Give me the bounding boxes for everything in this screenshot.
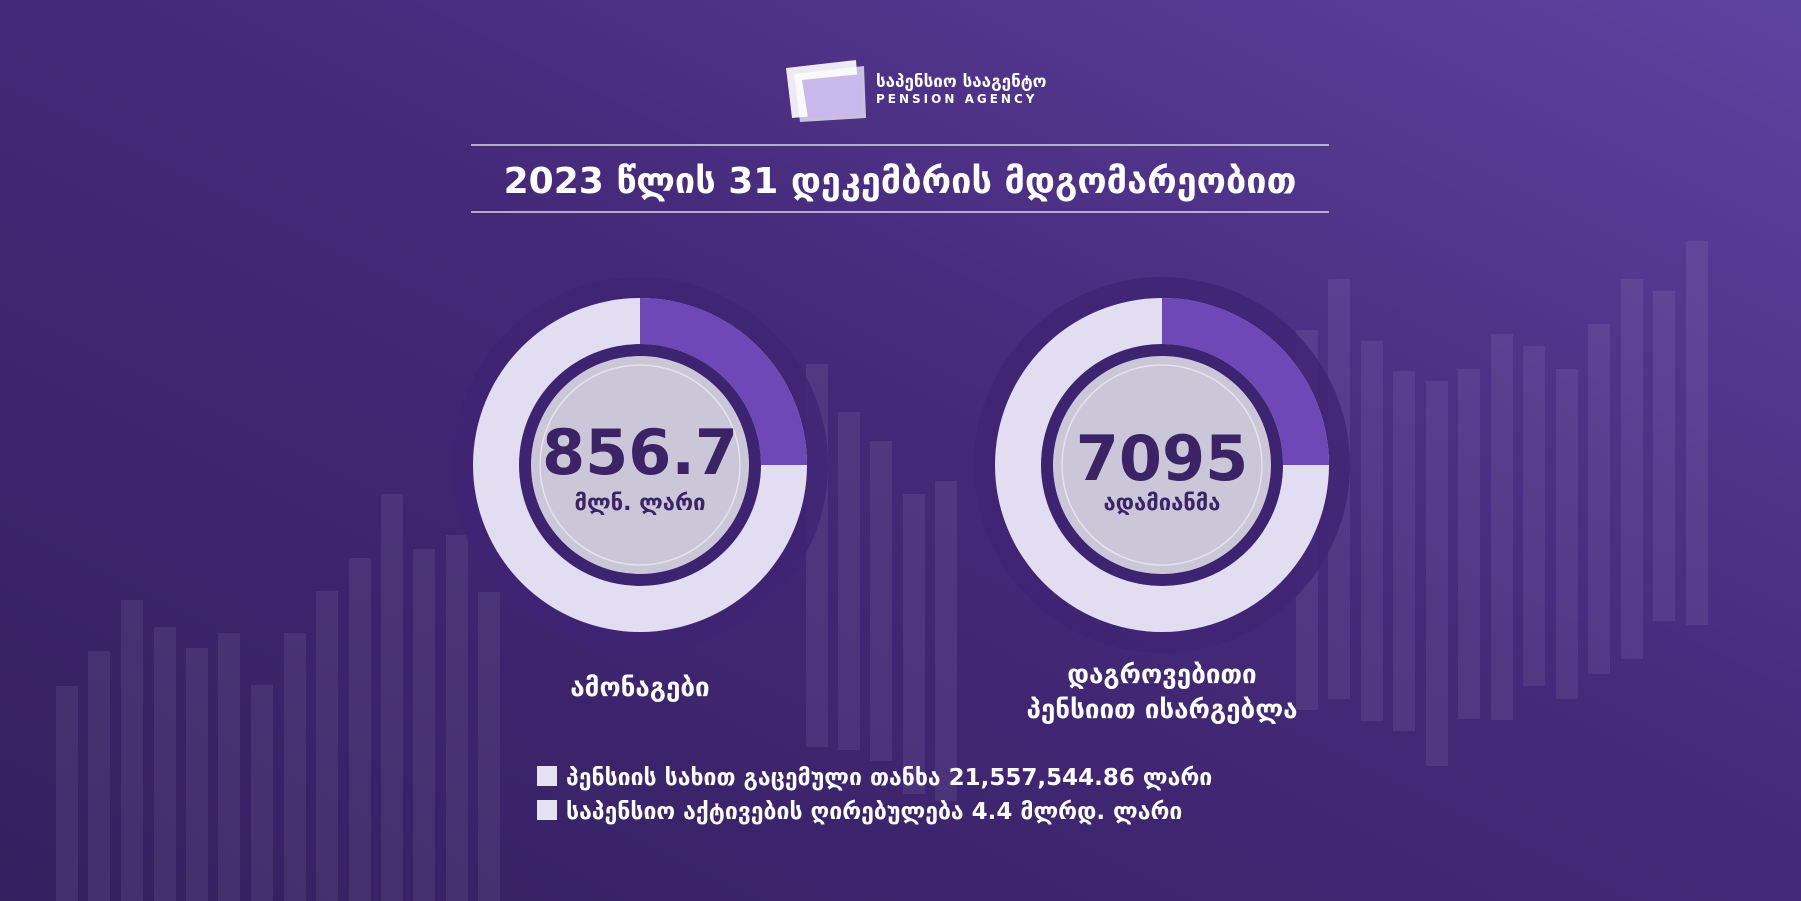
indicator-caption: ამონაგები	[570, 673, 709, 703]
logo-name: საპენსიო სააგენტო	[876, 72, 1047, 92]
indicator-unit: მლნ. ლარი	[575, 491, 706, 516]
indicator-caption: პენსიით ისარგებლა	[1026, 695, 1297, 725]
indicator-value: 856.7	[542, 416, 738, 489]
donut	[452, 277, 828, 653]
bullet	[537, 800, 557, 820]
note: პენსიის სახით გაცემული თანხა 21,557,544.…	[566, 765, 1212, 791]
indicator-value: 7095	[1076, 422, 1249, 495]
logo-name-en: PENSION AGENCY	[876, 92, 1037, 106]
logo	[786, 60, 866, 122]
donut	[974, 277, 1350, 653]
background-bars	[56, 241, 1708, 901]
note: საპენსიო აქტივების ღირებულება 4.4 მლრდ. …	[566, 799, 1182, 825]
indicator-unit: ადამიანმა	[1104, 491, 1221, 516]
indicator-caption: დაგროვებითი	[1067, 660, 1256, 690]
title: 2023 წლის 31 დეკემბრის მდგომარეობით	[504, 161, 1297, 202]
bullet	[537, 766, 557, 786]
